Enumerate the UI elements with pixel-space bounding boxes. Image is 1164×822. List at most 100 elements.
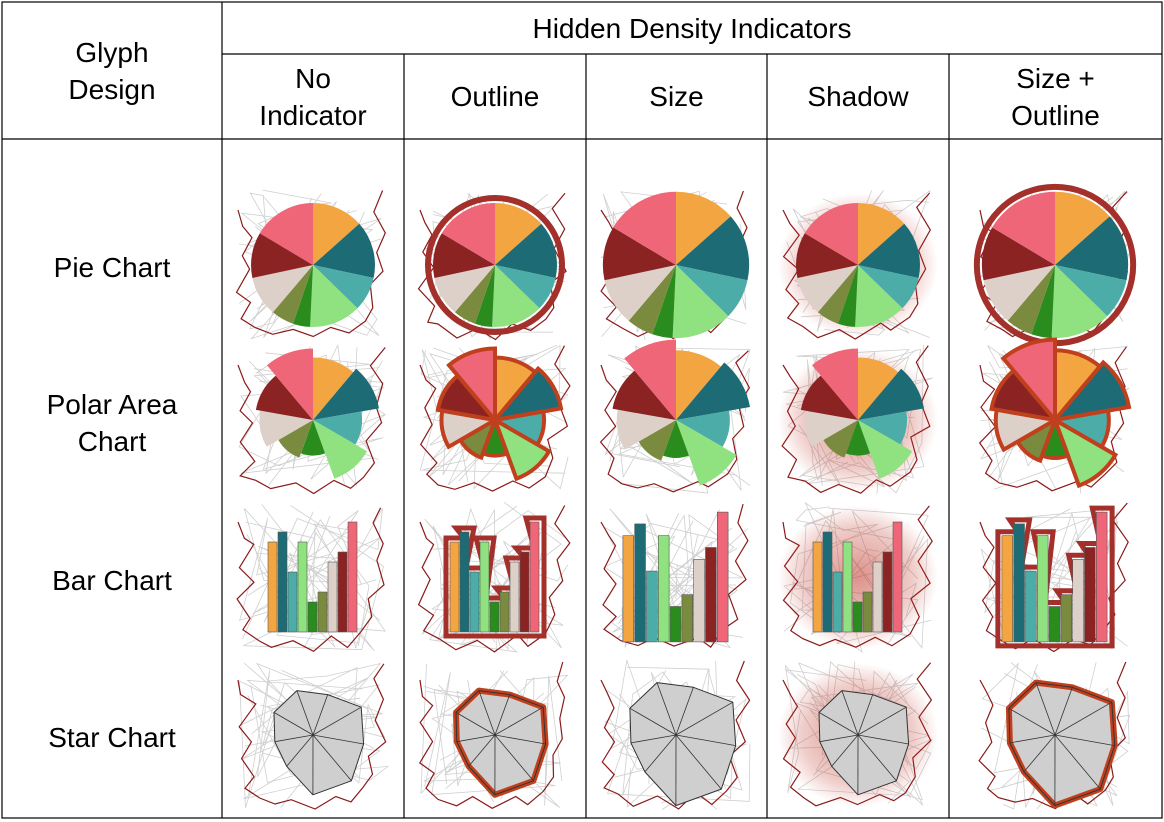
row-label-polar-area-chart: Polar Area Chart — [46, 389, 178, 457]
pie-slice — [652, 265, 676, 339]
bar — [1084, 547, 1096, 643]
star-spoke — [831, 734, 859, 767]
bar — [892, 521, 903, 633]
bar — [812, 541, 823, 633]
map-region-line — [245, 521, 364, 636]
bar — [882, 551, 893, 633]
bar — [657, 535, 670, 643]
star-spoke — [1008, 707, 1056, 736]
pie-slice — [433, 233, 495, 278]
pie-slice — [817, 265, 858, 324]
bar — [317, 591, 328, 633]
cell-pie-size-outline — [973, 183, 1137, 347]
pie-slice — [495, 223, 557, 278]
column-header-size: Size — [649, 81, 704, 112]
map-coastline — [237, 347, 386, 495]
pie-slice — [492, 265, 540, 327]
polar-wedge — [676, 362, 750, 420]
pie-slice — [1007, 265, 1055, 335]
cell-star-no-indicator — [237, 662, 390, 810]
polar-wedge — [313, 368, 379, 420]
star-spoke — [494, 734, 546, 745]
cell-bar-size-outline — [979, 502, 1129, 653]
polar-wedge — [858, 411, 908, 445]
star-spoke — [675, 734, 722, 790]
row-label-pie-chart: Pie Chart — [53, 251, 171, 283]
outline-ring — [425, 195, 565, 335]
polar-wedge — [489, 365, 564, 423]
pie-slice — [259, 203, 313, 265]
cell-pie-no-indicator — [235, 189, 386, 340]
pie-slice — [992, 191, 1055, 265]
pie-slice — [855, 265, 903, 327]
bar — [716, 511, 729, 643]
star-spoke — [675, 687, 694, 736]
star-spoke — [494, 734, 534, 782]
bar — [862, 591, 873, 633]
star-spoke — [857, 734, 897, 782]
star-spoke — [656, 682, 677, 736]
star-spoke — [312, 734, 364, 745]
star-spoke — [312, 706, 362, 736]
pie-slice — [838, 265, 858, 327]
map-coastline — [600, 660, 751, 810]
map-coastline — [978, 661, 1127, 810]
star-spoke — [644, 734, 677, 773]
bar — [872, 561, 883, 633]
bar — [1001, 535, 1014, 643]
bar — [307, 601, 318, 633]
star-spoke — [478, 690, 496, 736]
polar-wedge — [663, 420, 689, 458]
polar-wedge — [858, 368, 924, 420]
star-spoke — [312, 694, 329, 736]
star-spoke — [296, 690, 314, 736]
bar — [852, 601, 863, 633]
star-spoke — [675, 734, 736, 746]
pie-slice — [676, 265, 748, 317]
pie-slice — [858, 203, 905, 265]
column-header-size-outline: Size + Outline — [1011, 62, 1100, 131]
cell-polar-outline — [419, 344, 571, 492]
bar — [681, 594, 694, 643]
bar — [327, 561, 338, 633]
pie-slice — [1055, 265, 1127, 317]
polar-wedge — [300, 420, 326, 456]
pie-slice — [495, 203, 542, 265]
star-spoke — [274, 734, 314, 743]
pie-slice — [495, 265, 556, 309]
cell-bar-shadow — [778, 501, 938, 653]
column-header-shadow: Shadow — [807, 81, 909, 112]
pie-slice — [252, 265, 313, 313]
pie-slice — [602, 227, 676, 281]
polar-wedge — [800, 375, 858, 420]
map-coastline — [235, 190, 386, 338]
pie-slice — [475, 265, 495, 327]
cell-star-size — [600, 659, 751, 810]
bar — [529, 521, 540, 633]
bar — [499, 591, 510, 633]
map-coastline — [419, 661, 566, 809]
polar-wedge — [624, 339, 676, 420]
polar-wedge — [858, 357, 899, 420]
star-spoke — [1054, 734, 1115, 746]
star-spoke — [630, 734, 677, 744]
pie-slice — [293, 265, 313, 327]
star-inner-border — [1008, 682, 1116, 807]
polar-wedge — [676, 420, 737, 486]
pie-slice — [313, 223, 375, 278]
star-spoke — [286, 734, 314, 767]
bar — [489, 601, 500, 633]
polar-wedge — [1049, 359, 1132, 423]
bar — [1060, 594, 1073, 643]
polar-wedge — [313, 420, 368, 479]
glyph-design-header: Glyph Design — [68, 36, 156, 105]
map-coastline — [978, 346, 1127, 492]
cell-bar-no-indicator — [236, 504, 387, 653]
map-region-line — [276, 510, 362, 644]
bar — [622, 535, 635, 643]
star-spoke — [468, 734, 496, 767]
pie-slice — [434, 265, 495, 313]
polar-wedge — [845, 420, 871, 456]
pie-slice — [313, 203, 360, 265]
